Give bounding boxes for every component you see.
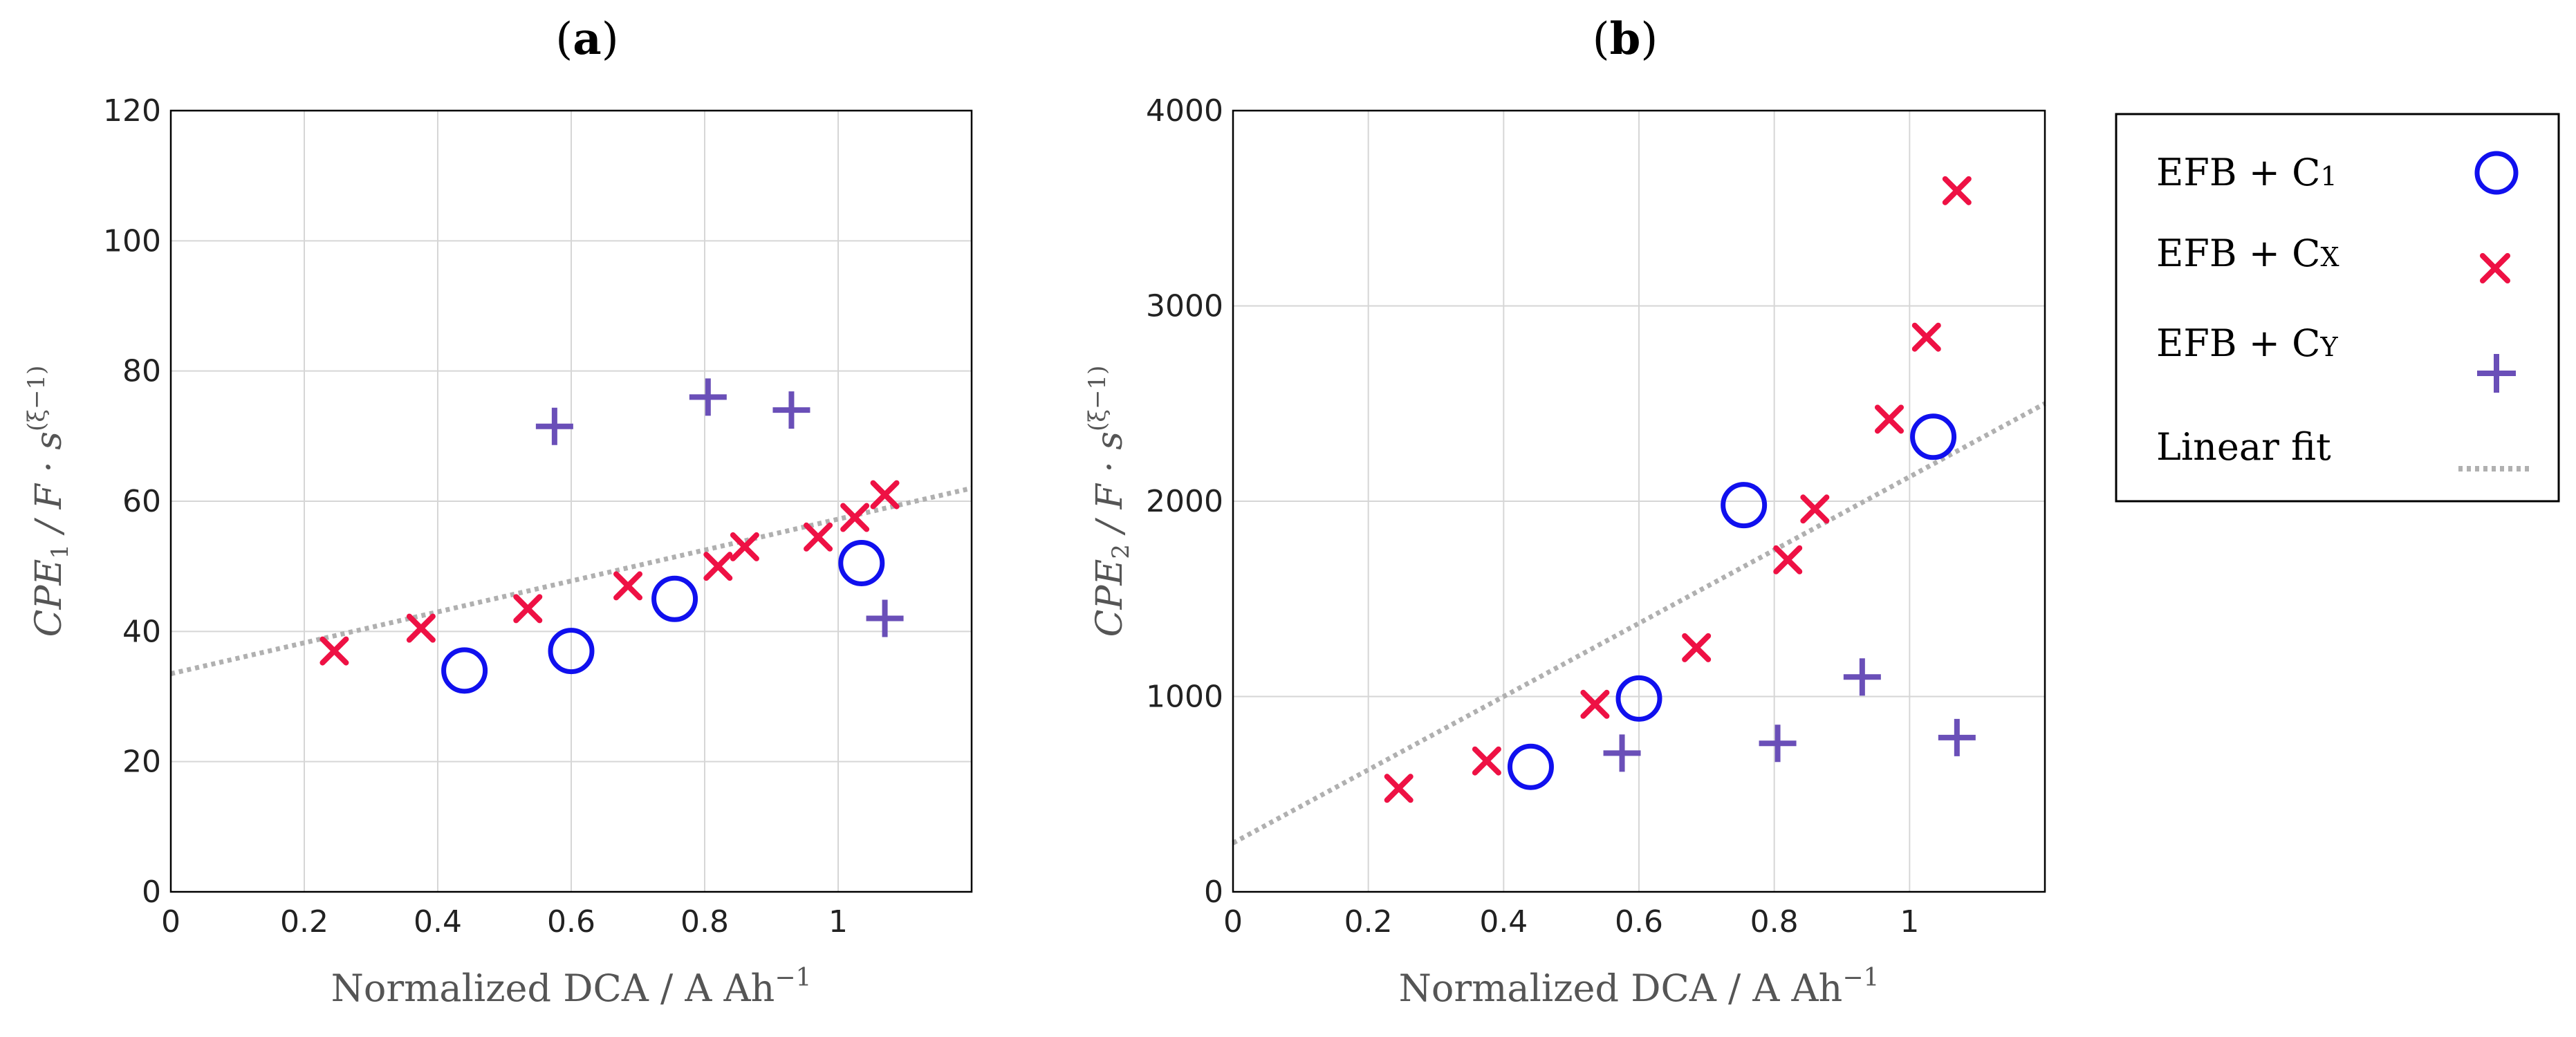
y-tick-label: 20	[122, 745, 161, 780]
y-tick-label: 1000	[1146, 680, 1223, 715]
point-efb-cx	[1942, 176, 1972, 205]
point-efb-cy	[866, 599, 904, 637]
panel-b: (b) 0 0.2 0.4 0.6 0.8 1 0 1000 2000 3000 4000 Norm…	[1084, 13, 2046, 1010]
point-efb-cx	[1472, 746, 1501, 776]
x-tick-label: 0.2	[280, 904, 328, 940]
point-efb-cx	[870, 480, 900, 510]
x-tick-label: 1	[828, 904, 848, 940]
x-tick-label: 0.4	[1479, 904, 1528, 940]
panel-a-axes-box	[169, 109, 973, 893]
point-efb-cx	[1800, 494, 1830, 524]
panel-a-tick-labels: 0 0.2 0.4 0.6 0.8 1 0 20 40 60 80 100 120	[103, 93, 848, 940]
point-efb-cy	[535, 407, 573, 445]
legend-plus-marker-icon	[2477, 354, 2516, 393]
legend-box	[2115, 113, 2560, 503]
point-efb-cx	[406, 613, 436, 643]
panel-b-grid	[1233, 111, 2045, 892]
point-efb-cy	[772, 391, 810, 429]
panel-a-title: (a)	[555, 13, 618, 65]
legend-circle-marker-icon	[2474, 151, 2519, 195]
legend-label-c1: EFB + C1	[2156, 151, 2337, 194]
panel-a-grid	[171, 111, 972, 892]
point-efb-cy	[689, 378, 727, 416]
point-efb-cx	[703, 552, 733, 581]
x-tick-label: 0	[1223, 904, 1243, 940]
point-efb-cx	[1682, 633, 1712, 662]
x-tick-label: 0.2	[1344, 904, 1393, 940]
x-tick-label: 0.6	[1615, 904, 1663, 940]
point-efb-c1	[548, 628, 595, 675]
point-efb-cx	[1384, 774, 1414, 803]
panel-b-title: (b)	[1593, 13, 1658, 65]
point-efb-cy	[1603, 734, 1641, 772]
panel-a-points	[319, 378, 904, 694]
y-tick-label: 2000	[1146, 484, 1223, 519]
panel-b-points	[1384, 176, 1976, 803]
legend-label-cx: EFB + CX	[2156, 232, 2339, 275]
point-efb-c1	[651, 575, 698, 622]
legend-item-cy: EFB + CY	[2156, 321, 2516, 393]
point-efb-c1	[441, 647, 488, 694]
legend-item-cx: EFB + CX	[2156, 232, 2510, 283]
point-efb-cx	[319, 636, 349, 666]
y-tick-label: 0	[1204, 875, 1223, 910]
panel-a: (a) 0 0.2 0.4 0.6 0.8 1 0 20 40 60 80 100 120 Normal…	[23, 13, 973, 1010]
point-efb-cx	[804, 522, 833, 552]
point-efb-c1	[1615, 675, 1662, 722]
x-tick-label: 0.8	[680, 904, 729, 940]
point-efb-cy	[1759, 725, 1797, 763]
legend: EFB + C1 EFB + CX EFB + CY Linear fit	[2115, 113, 2560, 503]
point-efb-cx	[840, 503, 870, 532]
x-tick-label: 0.8	[1750, 904, 1799, 940]
x-tick-label: 0.6	[547, 904, 595, 940]
y-tick-label: 120	[103, 93, 161, 129]
legend-item-fit: Linear fit	[2156, 425, 2531, 471]
panel-b-tick-labels: 0 0.2 0.4 0.6 0.8 1 0 1000 2000 3000 4000	[1146, 93, 1919, 940]
point-efb-cx	[613, 571, 643, 601]
point-efb-cy	[1843, 658, 1881, 696]
x-tick-label: 0.4	[414, 904, 462, 940]
legend-label-fit: Linear fit	[2156, 425, 2331, 469]
point-efb-c1	[1721, 482, 1768, 529]
y-tick-label: 3000	[1146, 289, 1223, 324]
x-tick-label: 1	[1900, 904, 1919, 940]
point-efb-cx	[1911, 322, 1941, 352]
y-tick-label: 4000	[1146, 93, 1223, 129]
legend-x-marker-icon	[2480, 253, 2510, 283]
y-tick-label: 60	[122, 484, 161, 519]
y-tick-label: 80	[122, 354, 161, 389]
point-efb-cx	[1580, 689, 1610, 719]
point-efb-cx	[1773, 545, 1803, 574]
point-efb-cx	[730, 532, 759, 561]
y-tick-label: 0	[142, 875, 161, 910]
point-efb-c1	[838, 539, 885, 586]
y-tick-label: 100	[103, 223, 161, 259]
point-efb-cy	[1938, 718, 1976, 756]
point-efb-cx	[1874, 404, 1904, 434]
point-efb-c1	[1507, 743, 1554, 790]
panel-b-y-axis-label: CPE2 / F · s(ξ−1)	[1084, 366, 1135, 637]
y-tick-label: 40	[122, 614, 161, 649]
panel-b-axes-box	[1232, 109, 2046, 893]
x-tick-label: 0	[161, 904, 180, 940]
panel-b-x-axis-label: Normalized DCA / A Ah−1	[1399, 964, 1880, 1010]
point-efb-cx	[513, 594, 543, 624]
legend-item-c1: EFB + C1	[2156, 151, 2519, 195]
panel-a-x-axis-label: Normalized DCA / A Ah−1	[331, 964, 812, 1010]
panel-a-y-axis-label: CPE1 / F · s(ξ−1)	[23, 366, 74, 637]
legend-label-cy: EFB + CY	[2156, 321, 2338, 365]
point-efb-c1	[1910, 413, 1957, 460]
